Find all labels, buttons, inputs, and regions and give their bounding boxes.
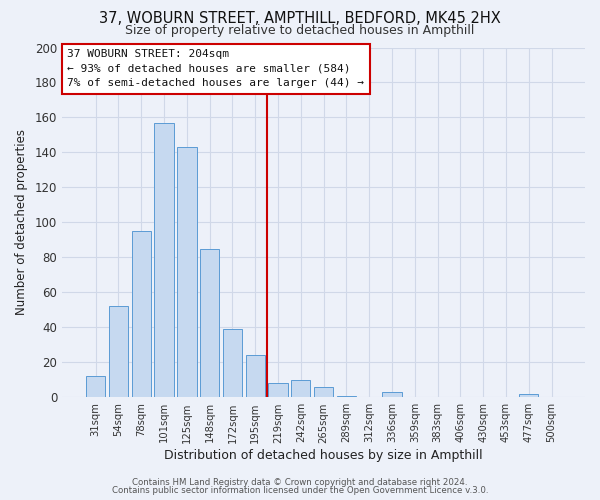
Bar: [109, 306, 128, 398]
Bar: [223, 329, 242, 398]
Y-axis label: Number of detached properties: Number of detached properties: [15, 130, 28, 316]
Bar: [177, 147, 197, 398]
X-axis label: Distribution of detached houses by size in Ampthill: Distribution of detached houses by size …: [164, 450, 483, 462]
Bar: [519, 394, 538, 398]
Text: 37, WOBURN STREET, AMPTHILL, BEDFORD, MK45 2HX: 37, WOBURN STREET, AMPTHILL, BEDFORD, MK…: [99, 11, 501, 26]
Bar: [382, 392, 401, 398]
Bar: [131, 231, 151, 398]
Text: Contains HM Land Registry data © Crown copyright and database right 2024.: Contains HM Land Registry data © Crown c…: [132, 478, 468, 487]
Text: Size of property relative to detached houses in Ampthill: Size of property relative to detached ho…: [125, 24, 475, 37]
Bar: [337, 396, 356, 398]
Bar: [268, 384, 287, 398]
Bar: [200, 248, 219, 398]
Text: 37 WOBURN STREET: 204sqm
← 93% of detached houses are smaller (584)
7% of semi-d: 37 WOBURN STREET: 204sqm ← 93% of detach…: [67, 49, 364, 88]
Text: Contains public sector information licensed under the Open Government Licence v.: Contains public sector information licen…: [112, 486, 488, 495]
Bar: [154, 122, 174, 398]
Bar: [314, 387, 333, 398]
Bar: [245, 356, 265, 398]
Bar: [86, 376, 106, 398]
Bar: [291, 380, 310, 398]
